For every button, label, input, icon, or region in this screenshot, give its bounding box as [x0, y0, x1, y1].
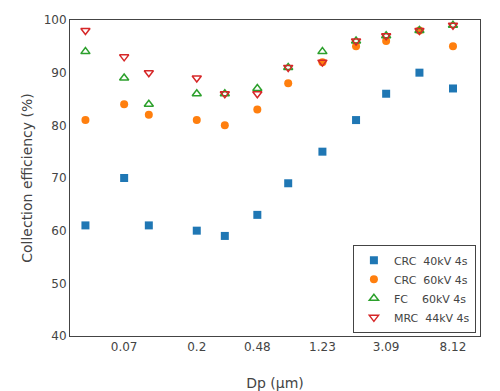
svg-text:90: 90: [51, 66, 66, 80]
svg-text:1.23: 1.23: [309, 340, 336, 354]
svg-text:CRC 60kV 4s: CRC 60kV 4s: [394, 274, 468, 287]
svg-text:0.07: 0.07: [111, 340, 138, 354]
svg-text:0.48: 0.48: [244, 340, 271, 354]
svg-text:70: 70: [51, 171, 66, 185]
svg-text:FC 60kV 4s: FC 60kV 4s: [394, 293, 466, 306]
svg-text:CRC 40kV 4s: CRC 40kV 4s: [394, 255, 468, 268]
svg-text:60: 60: [51, 224, 66, 238]
svg-text:80: 80: [51, 119, 66, 133]
svg-text:MRC 44kV 4s: MRC 44kV 4s: [394, 312, 470, 325]
svg-text:3.09: 3.09: [373, 340, 400, 354]
svg-text:8.12: 8.12: [440, 340, 467, 354]
svg-text:50: 50: [51, 277, 66, 291]
svg-text:Collection efficiency (%): Collection efficiency (%): [19, 93, 35, 263]
svg-text:0.2: 0.2: [187, 340, 206, 354]
svg-text:100: 100: [44, 13, 67, 27]
svg-text:40: 40: [51, 329, 66, 343]
svg-text:Dp (μm): Dp (μm): [246, 375, 304, 391]
